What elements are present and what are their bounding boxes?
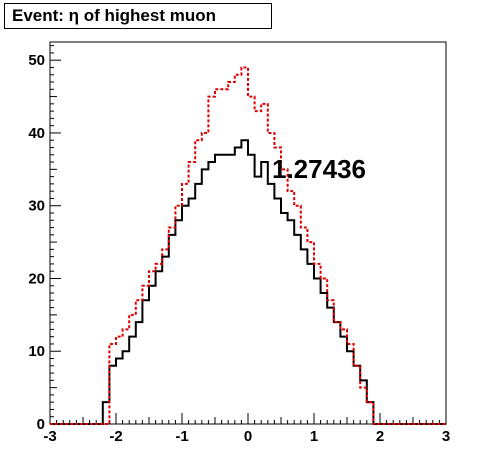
y-tick-label: 20 bbox=[28, 270, 45, 287]
histogram-series-dashed bbox=[50, 66, 446, 425]
x-tick-label: 0 bbox=[244, 428, 252, 445]
histogram-annotation: 1.27436 bbox=[272, 154, 366, 184]
chart-title: Event: η of highest muon bbox=[4, 3, 272, 29]
y-tick-label: 30 bbox=[28, 198, 45, 215]
x-tick-label: 2 bbox=[376, 428, 384, 445]
series-layer bbox=[50, 66, 446, 425]
histogram-series-solid bbox=[50, 139, 446, 425]
x-tick-label: -1 bbox=[175, 428, 188, 445]
x-tick-label: 3 bbox=[442, 428, 450, 445]
x-tick-label: -3 bbox=[43, 428, 56, 445]
axis-ticks bbox=[49, 45, 447, 425]
x-tick-label: -2 bbox=[109, 428, 122, 445]
y-tick-label: 0 bbox=[37, 416, 45, 433]
y-tick-label: 10 bbox=[28, 343, 45, 360]
x-tick-label: 1 bbox=[310, 428, 318, 445]
y-tick-label: 40 bbox=[28, 125, 45, 142]
y-tick-label: 50 bbox=[28, 52, 45, 69]
